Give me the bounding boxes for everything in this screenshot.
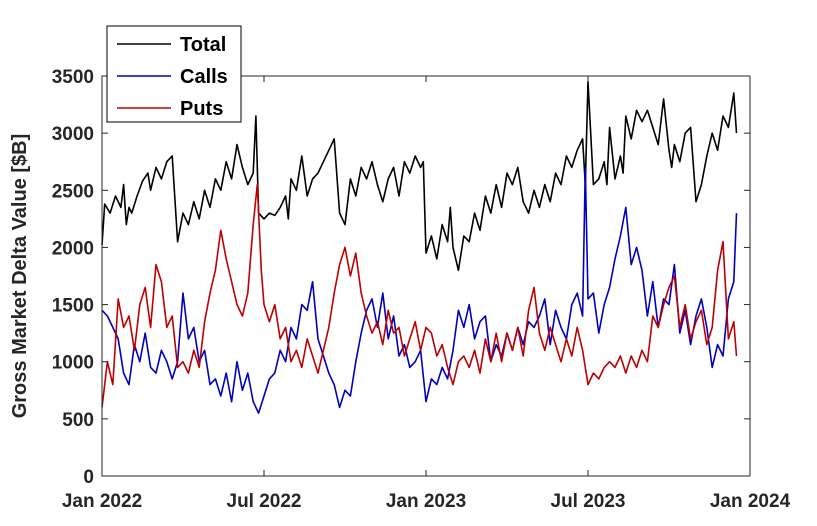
y-tick-label: 3000	[52, 124, 94, 145]
y-tick-label: 3500	[52, 67, 94, 88]
x-tick-label: Jul 2023	[551, 491, 626, 512]
ticks-layer: 0 500 1000 1500 2000 2500 3000 3500 Jan 2022 Jul …	[52, 67, 791, 512]
series-layer	[101, 80, 738, 414]
y-tick-label: 1000	[52, 353, 94, 374]
y-tick-label: 500	[62, 410, 94, 431]
y-tick-label: 2000	[52, 238, 94, 259]
legend-label-total: Total	[180, 34, 226, 56]
legend: Total Calls Puts	[106, 25, 242, 123]
y-tick-label: 1500	[52, 296, 94, 317]
legend-box	[106, 25, 242, 123]
x-tick-label: Jan 2024	[710, 491, 791, 512]
series-line-calls	[101, 166, 738, 414]
series-line-puts	[101, 183, 738, 408]
x-tick-label: Jan 2023	[386, 491, 466, 512]
y-tick-label: 0	[83, 467, 94, 488]
x-tick-label: Jan 2022	[62, 491, 142, 512]
legend-label-puts: Puts	[180, 98, 223, 120]
plot-area	[102, 76, 750, 476]
series-line-total	[101, 80, 738, 272]
y-axis-title: Gross Market Delta Value [$B]	[9, 134, 31, 419]
x-tick-label: Jul 2022	[227, 491, 302, 512]
y-tick-label: 2500	[52, 181, 94, 202]
legend-label-calls: Calls	[180, 66, 228, 88]
